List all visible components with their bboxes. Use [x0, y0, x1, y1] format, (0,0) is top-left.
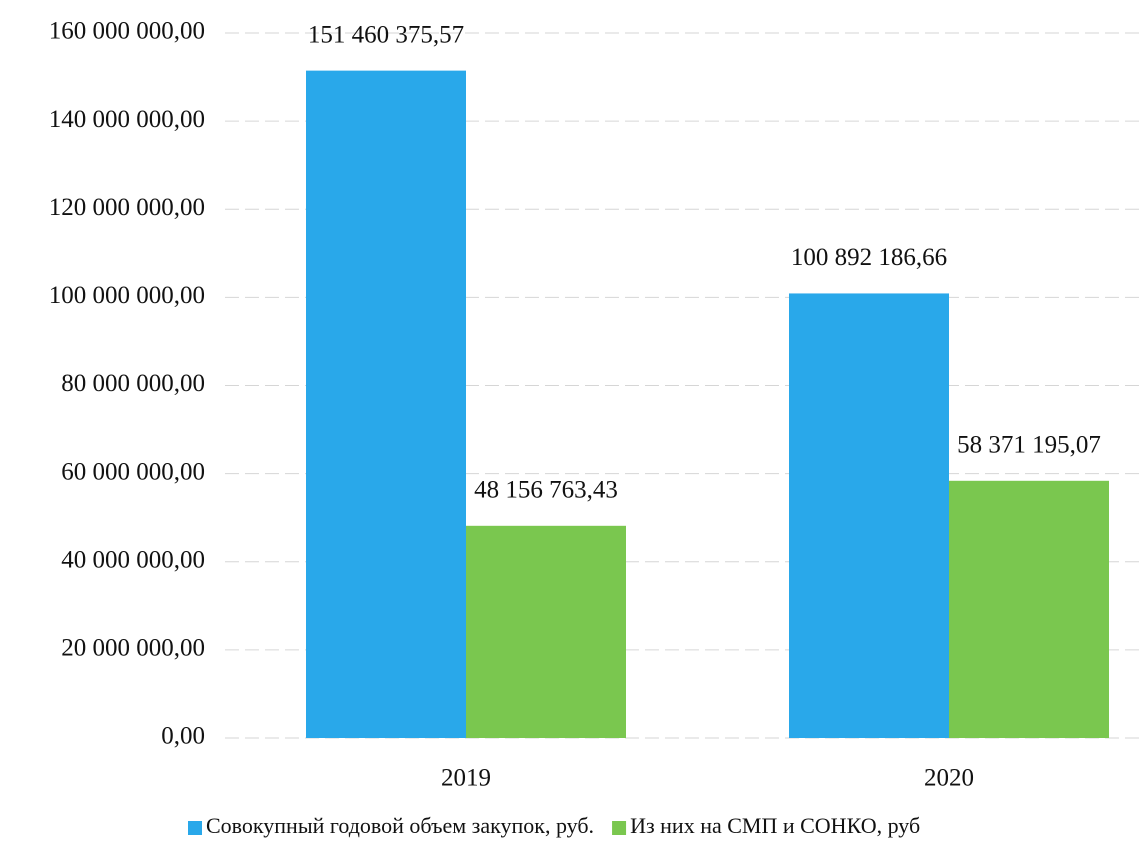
y-tick-label: 100 000 000,00 — [49, 282, 205, 309]
y-tick-label: 140 000 000,00 — [49, 106, 205, 133]
y-tick-label: 20 000 000,00 — [61, 635, 205, 662]
y-tick-label: 80 000 000,00 — [61, 370, 205, 397]
bar — [949, 480, 1109, 738]
bar — [306, 70, 466, 738]
legend-swatch — [188, 821, 202, 835]
y-tick-label: 120 000 000,00 — [49, 194, 205, 221]
bar — [466, 525, 626, 738]
y-tick-label: 0,00 — [161, 723, 205, 750]
y-tick-label: 60 000 000,00 — [61, 458, 205, 485]
y-tick-label: 160 000 000,00 — [49, 18, 205, 45]
legend-swatch — [612, 821, 627, 835]
data-label: 100 892 186,66 — [791, 244, 947, 271]
data-label: 58 371 195,07 — [957, 432, 1101, 459]
legend-label: Из них на СМП и СОНКО, руб — [630, 813, 920, 838]
data-label: 48 156 763,43 — [474, 477, 618, 504]
bar — [789, 293, 949, 738]
legend-label: Совокупный годовой объем закупок, руб. — [206, 813, 594, 838]
x-tick-label: 2019 — [441, 765, 491, 792]
x-tick-label: 2020 — [924, 765, 974, 792]
data-label: 151 460 375,57 — [308, 21, 464, 48]
legend: Совокупный годовой объем закупок, руб. Из… — [188, 813, 920, 838]
y-tick-label: 40 000 000,00 — [61, 546, 205, 573]
